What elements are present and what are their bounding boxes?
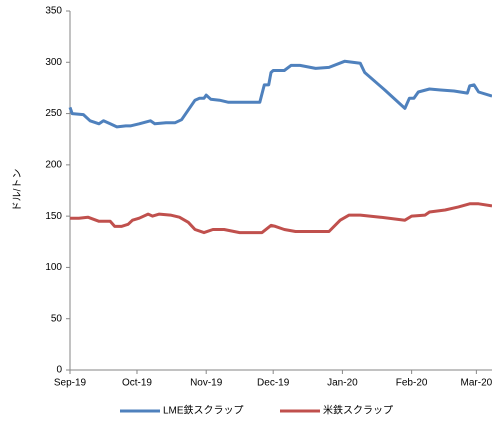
- series-line: [68, 59, 492, 129]
- y-tick-label: 300: [45, 57, 62, 68]
- y-tick-label: 50: [51, 313, 63, 324]
- y-axis-label: ドル/トン: [13, 169, 24, 212]
- series-line: [70, 202, 492, 235]
- x-tick-label: Dec-19: [257, 378, 290, 389]
- y-tick-label: 100: [45, 262, 62, 273]
- y-tick-label: 350: [45, 6, 62, 17]
- x-tick-label: Mar-20: [461, 378, 492, 389]
- y-tick-label: 0: [56, 365, 62, 376]
- legend-label: LME鉄スクラップ: [163, 404, 244, 417]
- y-tick-label: 250: [45, 108, 62, 119]
- x-tick-label: Jan-20: [327, 378, 358, 389]
- x-tick-label: Nov-19: [190, 378, 223, 389]
- x-tick-label: Sep-19: [54, 378, 87, 389]
- x-tick-label: Oct-19: [122, 378, 152, 389]
- x-tick-label: Feb-20: [396, 378, 428, 389]
- y-tick-label: 200: [45, 159, 62, 170]
- legend-label: 米鉄スクラップ: [323, 404, 393, 417]
- y-tick-label: 150: [45, 211, 62, 222]
